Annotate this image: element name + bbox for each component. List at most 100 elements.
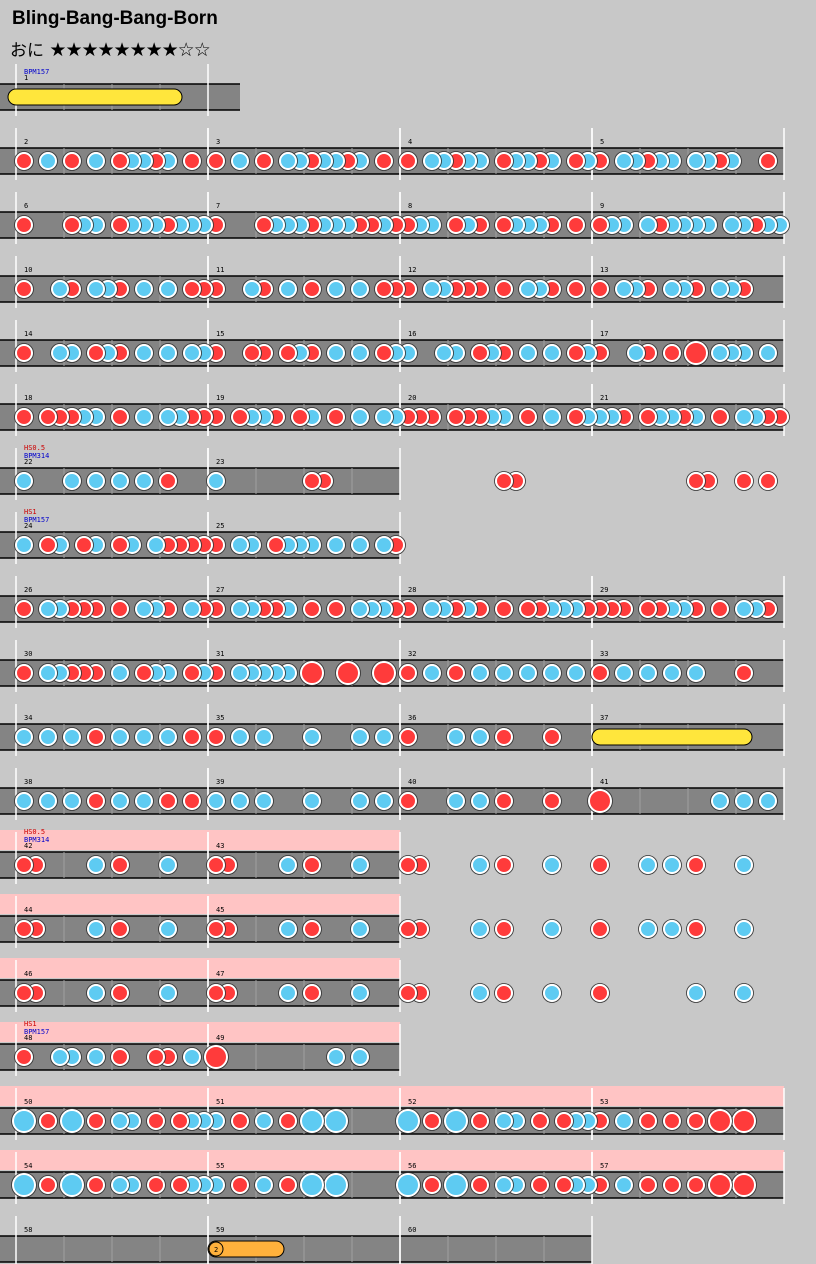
don-note	[567, 408, 585, 426]
don-note	[291, 408, 309, 426]
measure-number: 4	[408, 138, 412, 146]
ka-note	[159, 984, 177, 1002]
don-note	[375, 344, 393, 362]
measure-number: 51	[216, 1098, 224, 1106]
don-note	[267, 536, 285, 554]
don-note	[207, 728, 225, 746]
don-note	[111, 408, 129, 426]
don-note	[300, 661, 324, 685]
ka-note	[687, 984, 705, 1002]
ka-note	[663, 920, 681, 938]
ka-note	[51, 1048, 69, 1066]
scroll-label: HS0.5	[24, 444, 45, 452]
ka-note	[111, 472, 129, 490]
don-note	[15, 216, 33, 234]
don-note	[687, 1112, 705, 1130]
don-note	[207, 920, 225, 938]
ka-note	[207, 792, 225, 810]
don-note	[183, 280, 201, 298]
measure-number: 31	[216, 650, 224, 658]
ka-note	[543, 984, 561, 1002]
chart-row: 34 35 36 37	[0, 704, 785, 756]
ka-note	[519, 344, 537, 362]
ka-note	[159, 920, 177, 938]
don-note	[303, 984, 321, 1002]
measure-number: 39	[216, 778, 224, 786]
ka-note	[495, 1176, 513, 1194]
don-note	[15, 600, 33, 618]
don-note	[39, 1112, 57, 1130]
chart-row: 46 47	[0, 958, 754, 1012]
scroll-label: HS0.5	[24, 828, 45, 836]
ka-note	[159, 728, 177, 746]
don-note	[663, 1112, 681, 1130]
ka-note	[615, 152, 633, 170]
don-note	[183, 792, 201, 810]
don-note	[279, 344, 297, 362]
don-note	[399, 984, 417, 1002]
ka-note	[351, 280, 369, 298]
don-note	[111, 984, 129, 1002]
measure-number: 23	[216, 458, 224, 466]
ka-note	[735, 920, 753, 938]
chart-row: 58 59 60 2	[0, 1216, 593, 1264]
ka-note	[567, 664, 585, 682]
measure-number: 32	[408, 650, 416, 658]
don-note	[87, 728, 105, 746]
don-note	[588, 789, 612, 813]
measure-number: 57	[600, 1162, 608, 1170]
don-note	[567, 280, 585, 298]
ka-note	[423, 152, 441, 170]
ka-note	[60, 1173, 84, 1197]
scroll-label: BPM157	[24, 1028, 49, 1036]
don-note	[447, 216, 465, 234]
measure-number: 56	[408, 1162, 416, 1170]
ka-note	[279, 856, 297, 874]
note-lane	[0, 852, 400, 878]
don-note	[63, 216, 81, 234]
measure-number: 54	[24, 1162, 32, 1170]
don-note	[519, 408, 537, 426]
don-note	[732, 1109, 756, 1133]
don-note	[732, 1173, 756, 1197]
ka-note	[231, 600, 249, 618]
ka-note	[396, 1109, 420, 1133]
don-note	[231, 408, 249, 426]
don-note	[279, 1112, 297, 1130]
don-note	[399, 792, 417, 810]
ka-note	[543, 856, 561, 874]
measure-number: 50	[24, 1098, 32, 1106]
scroll-label: BPM157	[24, 516, 49, 524]
chart-row: 30 31 32 33	[0, 640, 785, 692]
don-note	[204, 1045, 228, 1069]
measure-number: 18	[24, 394, 32, 402]
ka-note	[39, 792, 57, 810]
don-note	[684, 341, 708, 365]
don-note	[567, 216, 585, 234]
don-note	[327, 408, 345, 426]
ka-note	[231, 792, 249, 810]
ka-note	[735, 792, 753, 810]
don-note	[591, 984, 609, 1002]
measure-number: 34	[24, 714, 32, 722]
don-note	[111, 920, 129, 938]
ka-note	[111, 728, 129, 746]
don-note	[495, 856, 513, 874]
ka-note	[375, 408, 393, 426]
don-note	[375, 152, 393, 170]
ka-note	[60, 1109, 84, 1133]
ka-note	[735, 600, 753, 618]
ka-note	[663, 664, 681, 682]
ka-note	[543, 664, 561, 682]
ka-note	[135, 600, 153, 618]
ka-note	[396, 1173, 420, 1197]
don-note	[495, 216, 513, 234]
ka-note	[279, 920, 297, 938]
ka-note	[324, 1173, 348, 1197]
ka-note	[375, 536, 393, 554]
ka-note	[375, 728, 393, 746]
don-note	[15, 1048, 33, 1066]
don-note	[87, 344, 105, 362]
ka-note	[711, 792, 729, 810]
